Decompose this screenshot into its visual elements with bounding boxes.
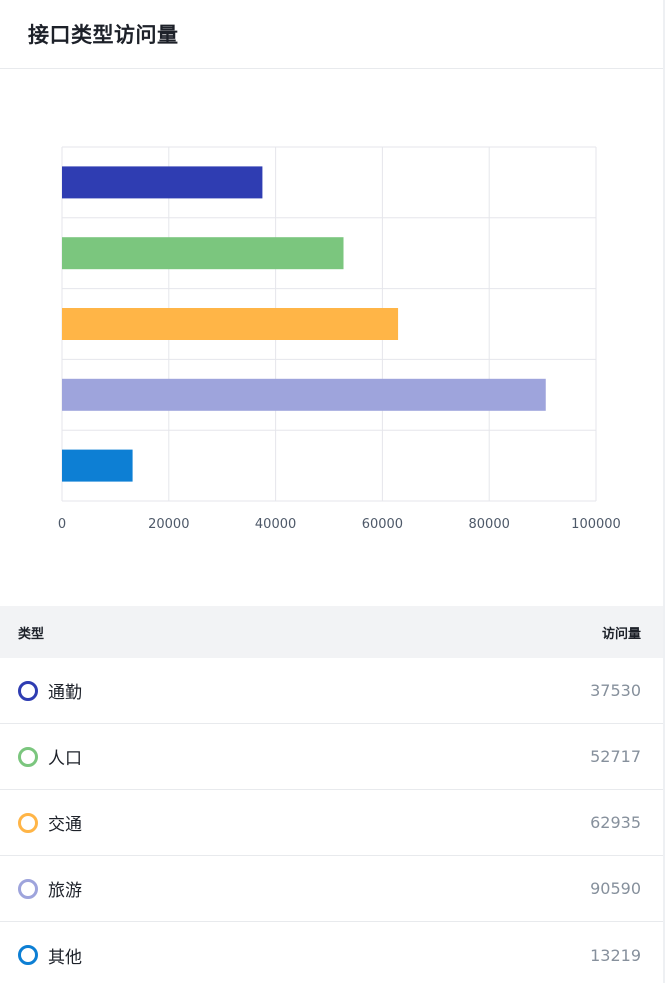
bar-4 bbox=[62, 378, 546, 411]
legend-ring-icon bbox=[18, 945, 38, 965]
header-type: 类型 bbox=[18, 626, 45, 642]
row-visit-count: 62935 bbox=[590, 813, 641, 832]
x-tick-label: 80000 bbox=[469, 517, 510, 532]
bar-5 bbox=[62, 449, 133, 482]
table-row[interactable]: 交通 62935 bbox=[0, 790, 663, 856]
row-visit-count: 13219 bbox=[590, 945, 641, 965]
panel-header: 接口类型访问量 bbox=[0, 0, 663, 69]
header-visits: 访问量 bbox=[601, 626, 641, 642]
x-tick-label: 0 bbox=[58, 517, 66, 532]
x-tick-label: 100000 bbox=[571, 517, 621, 532]
table-row[interactable]: 其他 13219 bbox=[0, 922, 663, 988]
visits-table: 类型 访问量 通勤 37530 人口 52717 交通 62935 bbox=[0, 606, 663, 988]
table-row[interactable]: 人口 52717 bbox=[0, 724, 663, 790]
legend-ring-icon bbox=[18, 746, 38, 767]
table-header: 类型 访问量 bbox=[0, 606, 663, 658]
row-type-name: 其他 bbox=[48, 947, 82, 968]
table-row[interactable]: 旅游 90590 bbox=[0, 856, 663, 922]
row-visit-count: 37530 bbox=[590, 681, 641, 700]
row-type-name: 交通 bbox=[48, 815, 82, 835]
page-title: 接口类型访问量 bbox=[28, 23, 179, 47]
row-type-name: 人口 bbox=[48, 749, 82, 769]
x-tick-label: 40000 bbox=[255, 517, 296, 532]
bar-3 bbox=[62, 308, 399, 340]
row-type-name: 旅游 bbox=[48, 881, 82, 901]
table-row[interactable]: 通勤 37530 bbox=[0, 658, 663, 724]
legend-ring-icon bbox=[18, 878, 38, 899]
legend-ring-icon bbox=[18, 812, 38, 833]
bar-1 bbox=[62, 166, 263, 199]
legend-ring-icon bbox=[18, 680, 38, 701]
row-visit-count: 90590 bbox=[590, 879, 641, 898]
row-visit-count: 52717 bbox=[590, 747, 641, 766]
horizontal-bar-chart: 0 20000 40000 60000 80000 100000 bbox=[58, 146, 621, 532]
x-tick-label: 60000 bbox=[362, 517, 403, 532]
bar-2 bbox=[62, 237, 344, 270]
x-tick-label: 20000 bbox=[148, 517, 189, 532]
row-type-name: 通勤 bbox=[48, 683, 82, 703]
bar-chart-area: 0 20000 40000 60000 80000 100000 bbox=[0, 69, 663, 606]
